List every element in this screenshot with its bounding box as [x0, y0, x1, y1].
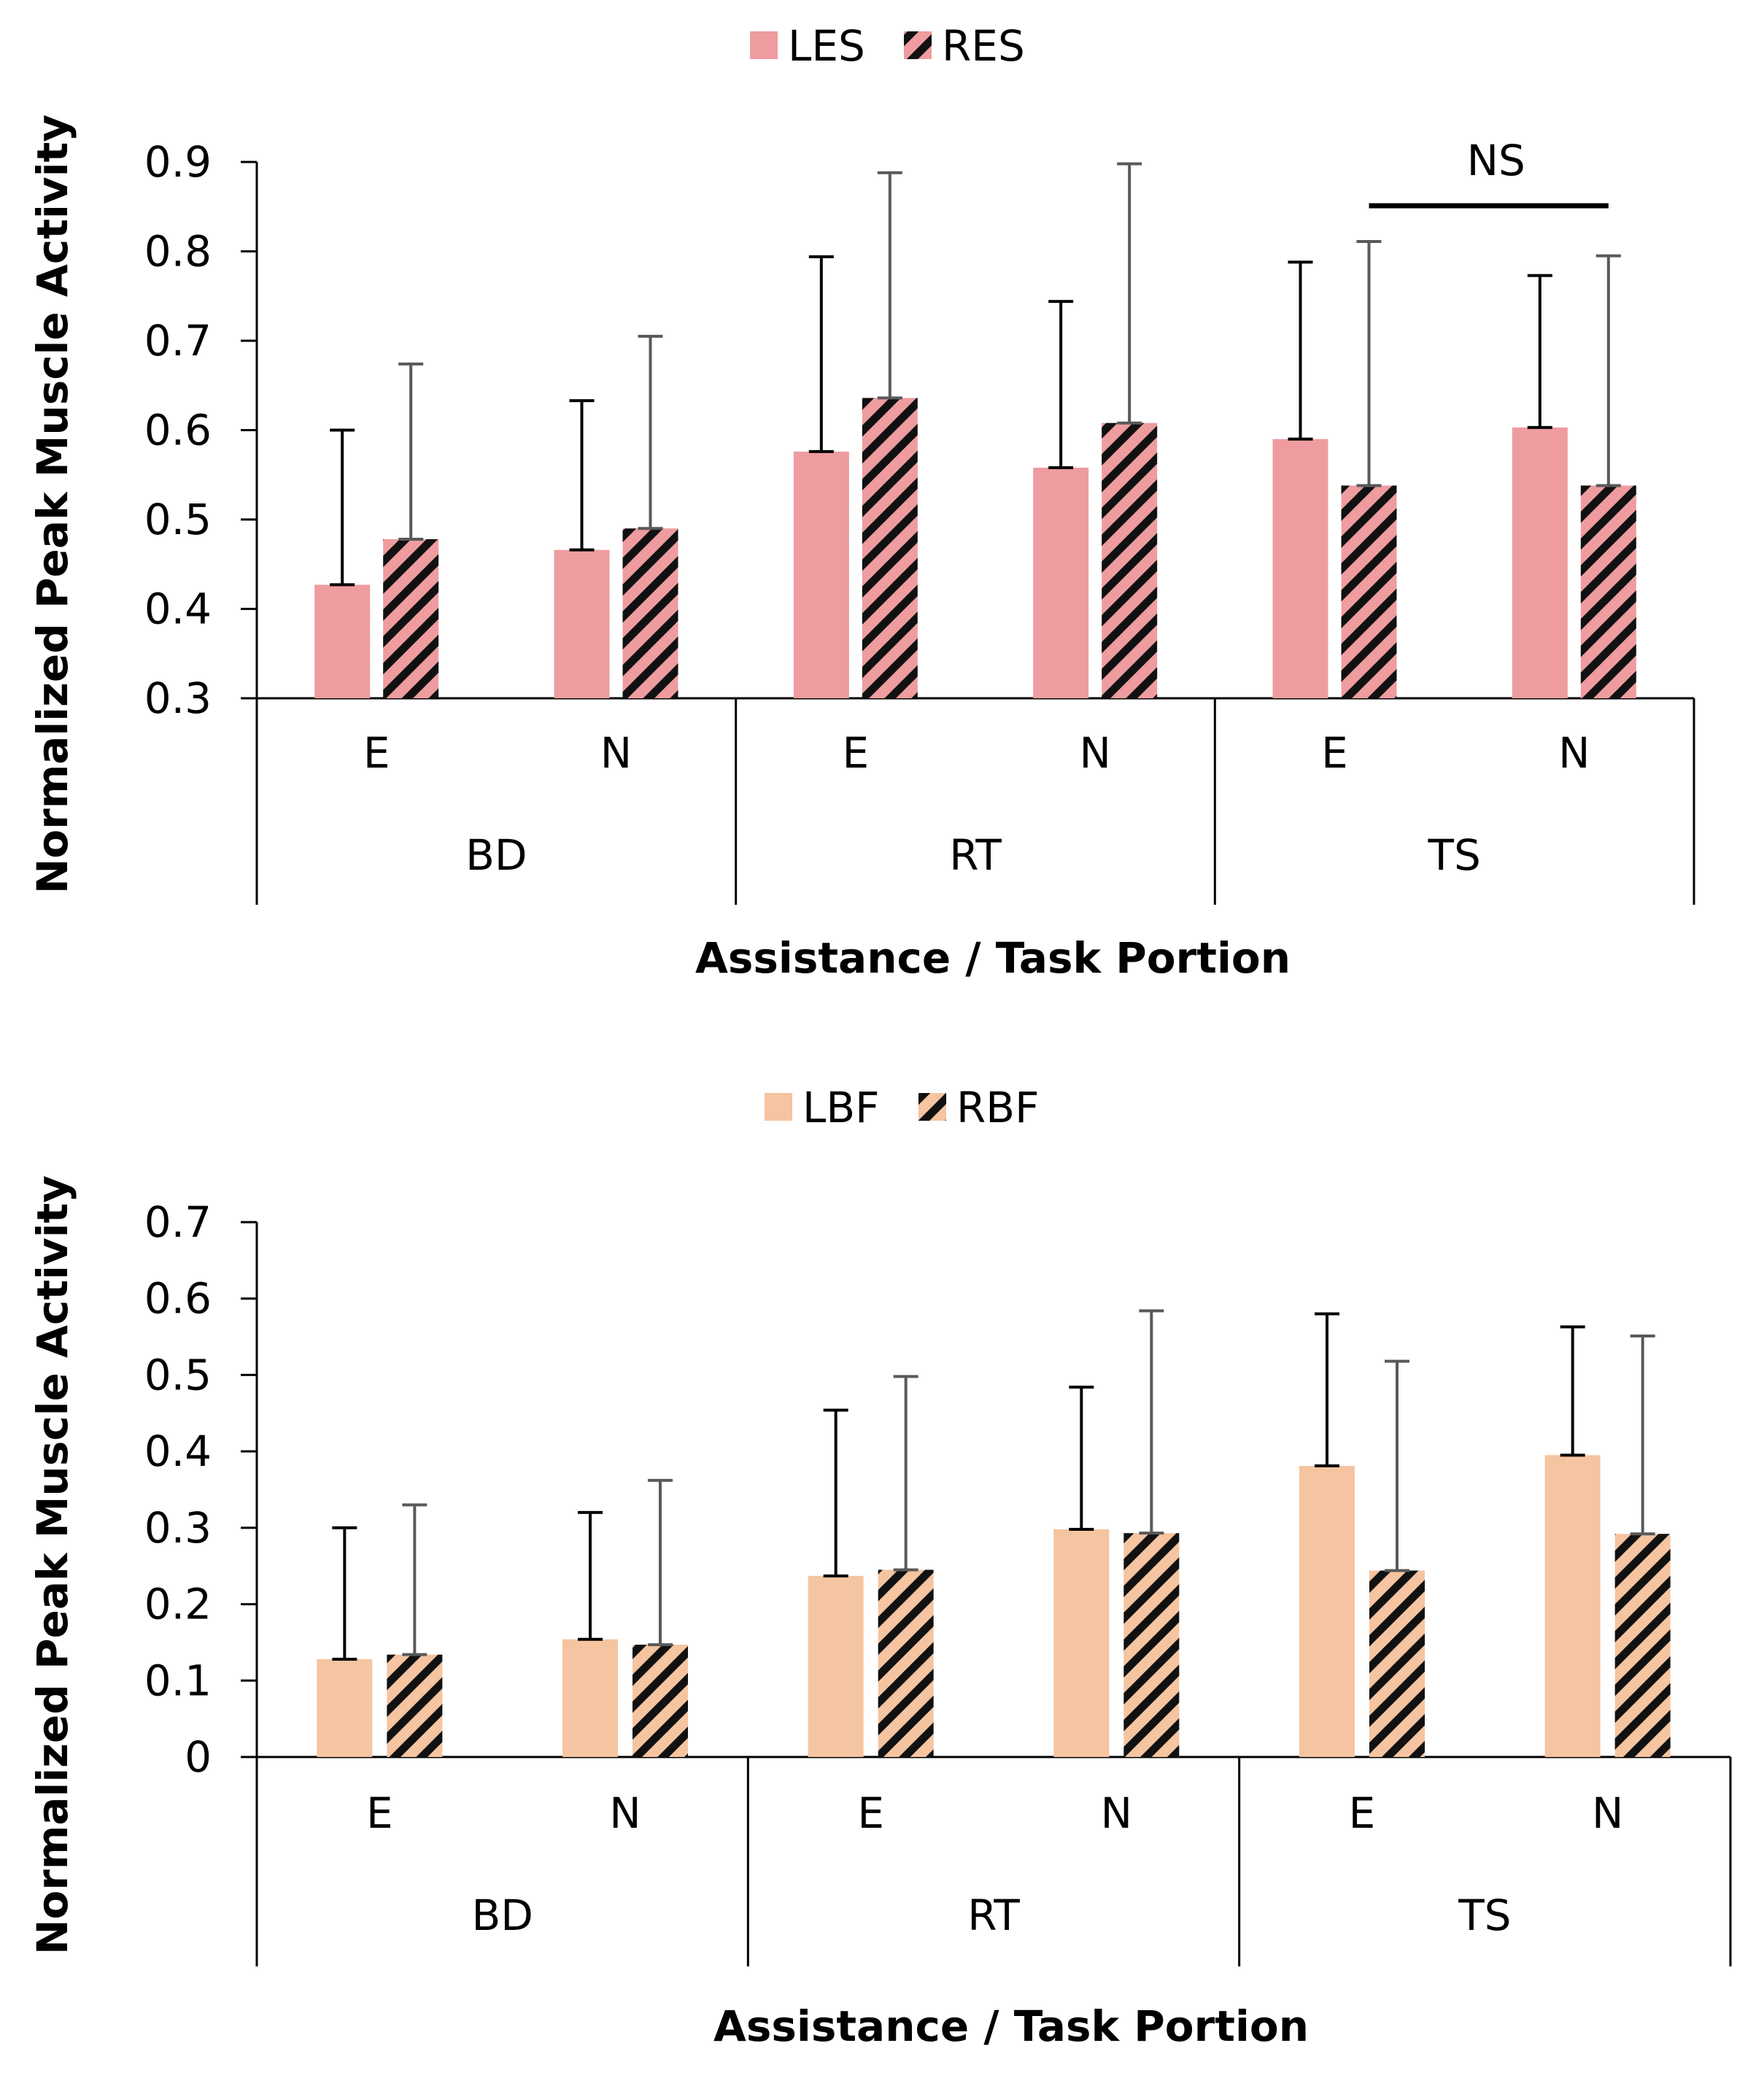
category-label: E: [1349, 1788, 1376, 1838]
y-tick-label: 0.5: [144, 495, 212, 544]
category-label: E: [363, 728, 390, 778]
bar-res: [1341, 485, 1397, 698]
y-tick-label: 0.3: [144, 673, 212, 723]
category-label: N: [609, 1788, 641, 1838]
y-tick-label: 0.1: [144, 1656, 212, 1705]
y-axis-title: Normalized Peak Muscle Activity: [28, 115, 77, 894]
category-label: E: [366, 1788, 393, 1838]
legend-label-rbf: RBF: [956, 1083, 1039, 1132]
bar-rbf: [1369, 1570, 1425, 1757]
category-label: N: [1079, 728, 1110, 778]
group-label: RT: [967, 1891, 1020, 1940]
category-label: N: [1592, 1788, 1623, 1838]
ns-annotation: NS: [1467, 136, 1525, 185]
group-label: TS: [1458, 1891, 1511, 1940]
chart-les-res: 0.3 0.4 0.5 0.6 0.7 0.8 0.9 E N E N E N BD RT TS NS LES RE…: [28, 21, 1695, 983]
group-label: TS: [1428, 830, 1481, 880]
bar-rbf: [1614, 1534, 1671, 1757]
bar-res: [383, 538, 439, 698]
legend-label-les: LES: [788, 21, 865, 71]
y-tick-label: 0: [185, 1732, 212, 1782]
bar-les: [1272, 439, 1328, 698]
category-label: N: [600, 728, 632, 778]
x-axis-title: Assistance / Task Portion: [695, 933, 1291, 983]
y-tick-label: 0.5: [144, 1350, 212, 1399]
group-label: BD: [471, 1891, 533, 1940]
y-tick-label: 0.4: [144, 584, 212, 634]
y-tick-label: 0.2: [144, 1580, 212, 1629]
bar-lbf: [808, 1575, 864, 1757]
legend-swatch-les: [750, 31, 778, 59]
bar-lbf: [317, 1658, 373, 1757]
category-label: E: [857, 1788, 884, 1838]
bar-rbf: [387, 1654, 443, 1757]
group-label: RT: [949, 830, 1002, 880]
category-label: E: [843, 728, 870, 778]
y-tick-label: 0.8: [144, 227, 212, 277]
legend-swatch-lbf: [765, 1093, 792, 1121]
x-axis-title: Assistance / Task Portion: [713, 2001, 1309, 2051]
bar-lbf: [1544, 1455, 1601, 1757]
bar-les: [1033, 467, 1089, 698]
y-tick-label: 0.4: [144, 1426, 212, 1476]
bar-les: [554, 549, 610, 698]
bar-les: [793, 451, 849, 698]
bar-res: [1580, 485, 1636, 698]
legend-label-lbf: LBF: [802, 1083, 879, 1132]
bar-les: [314, 584, 371, 698]
bar-les: [1512, 427, 1568, 698]
bar-res: [1102, 422, 1158, 698]
y-tick-label: 0.3: [144, 1503, 212, 1553]
group-label: BD: [465, 830, 527, 880]
y-tick-label: 0.7: [144, 316, 212, 366]
bar-lbf: [1299, 1466, 1355, 1757]
category-label: N: [1558, 728, 1590, 778]
bar-res: [862, 398, 918, 698]
bar-res: [622, 528, 678, 698]
bar-rbf: [878, 1569, 934, 1757]
legend-swatch-rbf: [918, 1093, 946, 1121]
y-tick-label: 0.6: [144, 406, 212, 455]
y-tick-label: 0.7: [144, 1197, 212, 1247]
y-tick-label: 0.6: [144, 1274, 212, 1324]
y-axis-title: Normalized Peak Muscle Activity: [28, 1175, 77, 1955]
bar-rbf: [1123, 1533, 1180, 1757]
chart-lbf-rbf: 0 0.1 0.2 0.3 0.4 0.5 0.6 0.7 E N E N E N BD RT TS LBF RBF…: [28, 1083, 1732, 2051]
legend-label-res: RES: [942, 21, 1025, 71]
legend-swatch-res: [904, 31, 932, 59]
bar-rbf: [633, 1645, 688, 1757]
y-tick-label: 0.9: [144, 137, 212, 187]
category-label: N: [1101, 1788, 1132, 1838]
category-label: E: [1321, 728, 1348, 778]
bar-lbf: [562, 1639, 618, 1757]
bar-lbf: [1053, 1529, 1110, 1757]
